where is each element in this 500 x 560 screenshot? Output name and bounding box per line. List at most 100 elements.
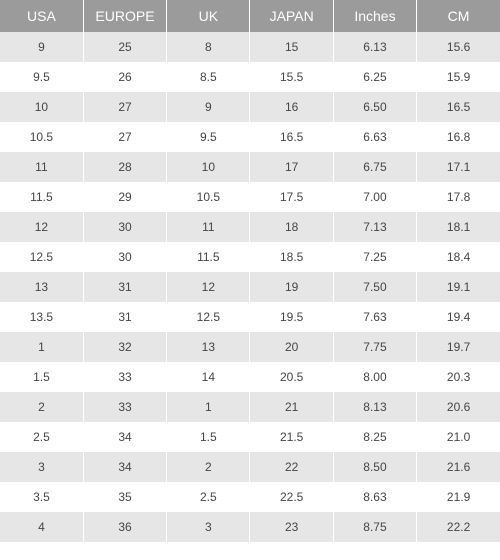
table-cell: 16.5 bbox=[250, 122, 333, 152]
table-cell: 12.5 bbox=[167, 302, 250, 332]
table-row: 12.53011.518.57.2518.4 bbox=[0, 242, 500, 272]
table-row: 10.5279.516.56.6316.8 bbox=[0, 122, 500, 152]
table-cell: 29 bbox=[83, 182, 166, 212]
table-cell: 8.25 bbox=[333, 422, 416, 452]
table-cell: 7.25 bbox=[333, 242, 416, 272]
table-cell: 1 bbox=[0, 332, 83, 362]
table-cell: 7.75 bbox=[333, 332, 416, 362]
table-cell: 32 bbox=[83, 332, 166, 362]
table-cell: 10 bbox=[0, 92, 83, 122]
table-row: 1.5331420.58.0020.3 bbox=[0, 362, 500, 392]
table-cell: 14 bbox=[167, 362, 250, 392]
table-cell: 3 bbox=[167, 512, 250, 542]
table-cell: 31 bbox=[83, 302, 166, 332]
column-header: CM bbox=[417, 0, 500, 32]
table-cell: 11 bbox=[0, 152, 83, 182]
column-header: USA bbox=[0, 0, 83, 32]
table-cell: 6.75 bbox=[333, 152, 416, 182]
table-cell: 2.5 bbox=[0, 422, 83, 452]
table-cell: 7.63 bbox=[333, 302, 416, 332]
table-row: 9258156.1315.6 bbox=[0, 32, 500, 62]
table-cell: 21.5 bbox=[250, 422, 333, 452]
table-cell: 8.50 bbox=[333, 452, 416, 482]
table-cell: 8.5 bbox=[167, 62, 250, 92]
table-cell: 18.5 bbox=[250, 242, 333, 272]
table-cell: 35 bbox=[83, 482, 166, 512]
table-cell: 31 bbox=[83, 272, 166, 302]
table-cell: 8.00 bbox=[333, 362, 416, 392]
table-cell: 11.5 bbox=[0, 182, 83, 212]
table-cell: 19 bbox=[250, 272, 333, 302]
table-cell: 2.5 bbox=[167, 482, 250, 512]
table-cell: 2 bbox=[167, 452, 250, 482]
table-cell: 27 bbox=[83, 92, 166, 122]
table-row: 13213207.7519.7 bbox=[0, 332, 500, 362]
table-row: 3342228.5021.6 bbox=[0, 452, 500, 482]
table-cell: 7.13 bbox=[333, 212, 416, 242]
table-cell: 17.5 bbox=[250, 182, 333, 212]
column-header: EUROPE bbox=[83, 0, 166, 32]
table-cell: 27 bbox=[83, 122, 166, 152]
table-cell: 15.9 bbox=[417, 62, 500, 92]
table-cell: 18.1 bbox=[417, 212, 500, 242]
table-cell: 30 bbox=[83, 242, 166, 272]
table-row: 112810176.7517.1 bbox=[0, 152, 500, 182]
table-cell: 16 bbox=[250, 92, 333, 122]
table-row: 133112197.5019.1 bbox=[0, 272, 500, 302]
table-cell: 3 bbox=[0, 452, 83, 482]
table-cell: 23 bbox=[250, 512, 333, 542]
table-row: 4363238.7522.2 bbox=[0, 512, 500, 542]
table-cell: 9.5 bbox=[0, 62, 83, 92]
table-cell: 8.13 bbox=[333, 392, 416, 422]
table-cell: 6.13 bbox=[333, 32, 416, 62]
table-cell: 28 bbox=[83, 152, 166, 182]
table-cell: 12 bbox=[167, 272, 250, 302]
table-cell: 22.5 bbox=[250, 482, 333, 512]
table-cell: 4 bbox=[0, 512, 83, 542]
table-cell: 30 bbox=[83, 212, 166, 242]
table-cell: 3.5 bbox=[0, 482, 83, 512]
table-cell: 17.8 bbox=[417, 182, 500, 212]
table-header: USAEUROPEUKJAPANInchesCM bbox=[0, 0, 500, 32]
table-cell: 15.6 bbox=[417, 32, 500, 62]
table-cell: 20.5 bbox=[250, 362, 333, 392]
table-cell: 18.4 bbox=[417, 242, 500, 272]
table-cell: 19.7 bbox=[417, 332, 500, 362]
table-cell: 7.50 bbox=[333, 272, 416, 302]
table-cell: 11 bbox=[167, 212, 250, 242]
table-cell: 9 bbox=[167, 92, 250, 122]
table-cell: 1.5 bbox=[0, 362, 83, 392]
table-cell: 15 bbox=[250, 32, 333, 62]
table-cell: 33 bbox=[83, 392, 166, 422]
table-row: 9.5268.515.56.2515.9 bbox=[0, 62, 500, 92]
table-cell: 13.5 bbox=[0, 302, 83, 332]
table-cell: 10 bbox=[167, 152, 250, 182]
table-cell: 20 bbox=[250, 332, 333, 362]
table-row: 13.53112.519.57.6319.4 bbox=[0, 302, 500, 332]
table-cell: 19.5 bbox=[250, 302, 333, 332]
column-header: Inches bbox=[333, 0, 416, 32]
table-cell: 13 bbox=[167, 332, 250, 362]
table-cell: 8 bbox=[167, 32, 250, 62]
table-body: 9258156.1315.69.5268.515.56.2515.9102791… bbox=[0, 32, 500, 542]
table-cell: 11.5 bbox=[167, 242, 250, 272]
table-cell: 22.2 bbox=[417, 512, 500, 542]
table-cell: 7.00 bbox=[333, 182, 416, 212]
table-cell: 15.5 bbox=[250, 62, 333, 92]
table-cell: 10.5 bbox=[0, 122, 83, 152]
table-cell: 20.3 bbox=[417, 362, 500, 392]
table-row: 123011187.1318.1 bbox=[0, 212, 500, 242]
table-cell: 18 bbox=[250, 212, 333, 242]
table-cell: 9 bbox=[0, 32, 83, 62]
table-row: 2.5341.521.58.2521.0 bbox=[0, 422, 500, 452]
table-cell: 1 bbox=[167, 392, 250, 422]
table-cell: 6.63 bbox=[333, 122, 416, 152]
table-row: 11.52910.517.57.0017.8 bbox=[0, 182, 500, 212]
table-cell: 10.5 bbox=[167, 182, 250, 212]
table-cell: 16.8 bbox=[417, 122, 500, 152]
table-row: 2331218.1320.6 bbox=[0, 392, 500, 422]
table-row: 3.5352.522.58.6321.9 bbox=[0, 482, 500, 512]
table-cell: 2 bbox=[0, 392, 83, 422]
table-cell: 17 bbox=[250, 152, 333, 182]
table-cell: 1.5 bbox=[167, 422, 250, 452]
